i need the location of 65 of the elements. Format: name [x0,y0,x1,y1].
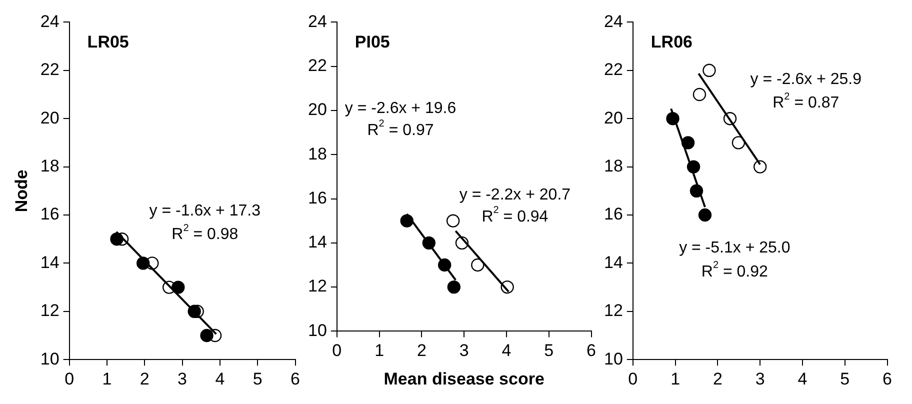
x-tick-label: 4 [798,369,808,388]
x-tick-label: 5 [840,369,850,388]
x-tick-label: 3 [755,369,765,388]
annotation: y = -1.6x + 17.3 [149,202,261,220]
x-tick-label: 0 [64,369,74,388]
y-tick-label: 24 [40,12,60,31]
y-tick-label: 12 [40,301,60,320]
point [200,328,214,342]
text: LR06 [650,32,692,52]
y-tick-label: 20 [604,108,623,128]
y-tick-label: 24 [604,12,623,31]
annotation: y = -2.6x + 19.6 [344,100,456,118]
y-tick-label: 22 [308,56,327,76]
y-tick-label: 10 [604,349,623,368]
y-tick-label: 14 [604,252,623,272]
x-tick-label: 5 [252,369,262,388]
text: LR05 [87,32,129,52]
point [702,64,716,77]
y-tick-label: 16 [308,188,327,208]
x-tick-label: 2 [140,369,150,388]
x-tick-label: 3 [178,369,188,388]
y-tick-label: 10 [308,320,327,340]
y-tick-label: 14 [308,232,327,252]
x-tick-label: 6 [586,341,596,360]
annotation: y = -2.2x + 20.7 [459,186,571,204]
y-tick-label: 16 [604,204,623,224]
y-tick-label: 16 [40,204,60,224]
x-tick-label: 4 [215,369,225,388]
y-tick-label: 10 [40,349,60,368]
x-tick-label: 0 [628,369,638,388]
y-tick-label: 18 [40,156,60,176]
x-tick-label: 5 [544,341,554,360]
x-tick-label: 6 [290,369,300,388]
y-axis-title: Node [12,170,31,212]
y-tick-label: 24 [308,12,327,31]
x-tick-label: 2 [416,341,426,360]
y-tick-label: 12 [604,301,623,320]
point [446,214,460,228]
y-tick-label: 12 [308,276,327,296]
y-tick-label: 18 [308,144,327,164]
x-axis-title: Mean disease score [384,369,544,388]
x-tick-label: 2 [712,369,722,388]
y-tick-label: 14 [40,252,60,272]
point [447,280,461,294]
y-tick-label: 18 [604,156,623,176]
x-tick-label: 1 [102,369,112,388]
point [172,280,185,294]
text: PI05 [354,32,390,52]
x-tick-label: 1 [374,341,384,360]
annotation: y = -5.1x + 25.0 [679,240,790,257]
y-tick-label: 22 [604,60,623,80]
point [732,136,746,150]
point [753,160,767,174]
y-tick-label: 20 [40,108,60,128]
y-tick-label: 20 [308,100,327,120]
point [692,88,706,102]
x-tick-label: 0 [332,341,342,360]
annotation: y = -2.6x + 25.9 [750,70,862,88]
y-tick-label: 22 [40,60,60,80]
x-tick-label: 6 [882,369,892,388]
x-tick-label: 1 [670,369,680,388]
x-tick-label: 4 [502,341,512,360]
x-tick-label: 3 [459,341,469,360]
point [698,208,712,222]
point [471,258,484,272]
